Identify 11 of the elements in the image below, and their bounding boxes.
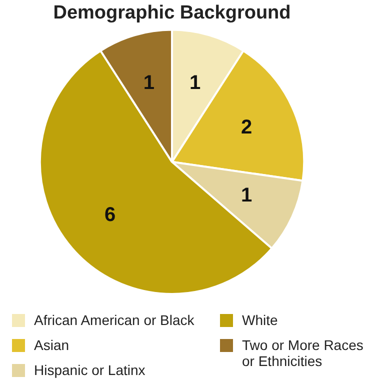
chart-title: Demographic Background (53, 2, 291, 24)
legend-label: Two or More Races or Ethnicities (242, 337, 364, 369)
data-label: 1 (143, 72, 154, 94)
data-label: 6 (104, 204, 116, 226)
legend-label: Hispanic or Latinx (34, 362, 146, 378)
legend-label: Asian (34, 337, 70, 353)
data-label: 2 (240, 116, 252, 138)
legend-label: African American or Black (34, 312, 194, 328)
data-label: 1 (190, 72, 201, 94)
legend-label: White (242, 312, 278, 328)
data-label: 1 (240, 184, 252, 206)
